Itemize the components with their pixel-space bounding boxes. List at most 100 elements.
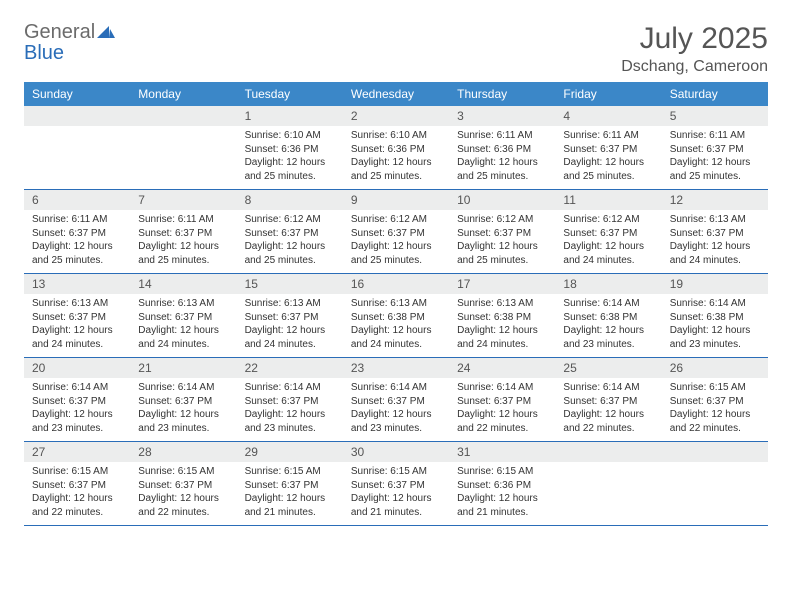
day-details: Sunrise: 6:14 AMSunset: 6:37 PMDaylight:… — [237, 378, 343, 441]
day-number: 4 — [555, 106, 661, 126]
weekday-header: Saturday — [662, 82, 768, 106]
day-details: Sunrise: 6:13 AMSunset: 6:37 PMDaylight:… — [24, 294, 130, 357]
header: General Blue July 2025 Dschang, Cameroon — [24, 22, 768, 76]
weekday-header: Monday — [130, 82, 236, 106]
day-details: Sunrise: 6:11 AMSunset: 6:37 PMDaylight:… — [555, 126, 661, 189]
day-details: Sunrise: 6:15 AMSunset: 6:37 PMDaylight:… — [237, 462, 343, 525]
day-number: 7 — [130, 190, 236, 210]
calendar-day-cell: 25Sunrise: 6:14 AMSunset: 6:37 PMDayligh… — [555, 358, 661, 442]
day-details: Sunrise: 6:13 AMSunset: 6:37 PMDaylight:… — [662, 210, 768, 273]
day-number: 31 — [449, 442, 555, 462]
calendar-day-cell — [24, 106, 130, 190]
calendar-day-cell: 12Sunrise: 6:13 AMSunset: 6:37 PMDayligh… — [662, 190, 768, 274]
day-number: 9 — [343, 190, 449, 210]
day-details: Sunrise: 6:10 AMSunset: 6:36 PMDaylight:… — [343, 126, 449, 189]
day-details: Sunrise: 6:15 AMSunset: 6:37 PMDaylight:… — [343, 462, 449, 525]
day-number: 27 — [24, 442, 130, 462]
calendar-week-row: 1Sunrise: 6:10 AMSunset: 6:36 PMDaylight… — [24, 106, 768, 190]
day-number: 11 — [555, 190, 661, 210]
day-details: Sunrise: 6:11 AMSunset: 6:37 PMDaylight:… — [130, 210, 236, 273]
day-number: 8 — [237, 190, 343, 210]
day-number: 1 — [237, 106, 343, 126]
calendar-week-row: 13Sunrise: 6:13 AMSunset: 6:37 PMDayligh… — [24, 274, 768, 358]
location-label: Dschang, Cameroon — [621, 58, 768, 76]
calendar-day-cell: 22Sunrise: 6:14 AMSunset: 6:37 PMDayligh… — [237, 358, 343, 442]
weekday-header: Friday — [555, 82, 661, 106]
calendar-day-cell: 6Sunrise: 6:11 AMSunset: 6:37 PMDaylight… — [24, 190, 130, 274]
day-details: Sunrise: 6:13 AMSunset: 6:38 PMDaylight:… — [449, 294, 555, 357]
day-details: Sunrise: 6:10 AMSunset: 6:36 PMDaylight:… — [237, 126, 343, 189]
day-details: Sunrise: 6:14 AMSunset: 6:37 PMDaylight:… — [24, 378, 130, 441]
day-number: 13 — [24, 274, 130, 294]
day-details: Sunrise: 6:15 AMSunset: 6:37 PMDaylight:… — [130, 462, 236, 525]
day-number: 5 — [662, 106, 768, 126]
day-number: 19 — [662, 274, 768, 294]
day-details: Sunrise: 6:12 AMSunset: 6:37 PMDaylight:… — [343, 210, 449, 273]
weekday-header: Wednesday — [343, 82, 449, 106]
calendar-day-cell: 18Sunrise: 6:14 AMSunset: 6:38 PMDayligh… — [555, 274, 661, 358]
day-number: 22 — [237, 358, 343, 378]
logo-text-general: General — [24, 21, 95, 43]
calendar-day-cell: 28Sunrise: 6:15 AMSunset: 6:37 PMDayligh… — [130, 442, 236, 526]
logo-text-blue: Blue — [24, 42, 64, 64]
calendar-day-cell: 21Sunrise: 6:14 AMSunset: 6:37 PMDayligh… — [130, 358, 236, 442]
day-number: 21 — [130, 358, 236, 378]
calendar-week-row: 6Sunrise: 6:11 AMSunset: 6:37 PMDaylight… — [24, 190, 768, 274]
calendar-day-cell: 15Sunrise: 6:13 AMSunset: 6:37 PMDayligh… — [237, 274, 343, 358]
day-details: Sunrise: 6:12 AMSunset: 6:37 PMDaylight:… — [237, 210, 343, 273]
day-number: 3 — [449, 106, 555, 126]
calendar-day-cell: 31Sunrise: 6:15 AMSunset: 6:36 PMDayligh… — [449, 442, 555, 526]
calendar-day-cell: 10Sunrise: 6:12 AMSunset: 6:37 PMDayligh… — [449, 190, 555, 274]
day-number: 29 — [237, 442, 343, 462]
calendar-day-cell: 14Sunrise: 6:13 AMSunset: 6:37 PMDayligh… — [130, 274, 236, 358]
day-details: Sunrise: 6:11 AMSunset: 6:36 PMDaylight:… — [449, 126, 555, 189]
calendar-day-cell: 19Sunrise: 6:14 AMSunset: 6:38 PMDayligh… — [662, 274, 768, 358]
title-block: July 2025 Dschang, Cameroon — [621, 22, 768, 76]
calendar-day-cell: 17Sunrise: 6:13 AMSunset: 6:38 PMDayligh… — [449, 274, 555, 358]
day-number: 23 — [343, 358, 449, 378]
day-details: Sunrise: 6:11 AMSunset: 6:37 PMDaylight:… — [24, 210, 130, 273]
calendar-day-cell: 2Sunrise: 6:10 AMSunset: 6:36 PMDaylight… — [343, 106, 449, 190]
day-details: Sunrise: 6:11 AMSunset: 6:37 PMDaylight:… — [662, 126, 768, 189]
calendar-day-cell: 27Sunrise: 6:15 AMSunset: 6:37 PMDayligh… — [24, 442, 130, 526]
weekday-header: Thursday — [449, 82, 555, 106]
calendar-day-cell: 16Sunrise: 6:13 AMSunset: 6:38 PMDayligh… — [343, 274, 449, 358]
logo-icon — [97, 21, 115, 43]
day-number: 17 — [449, 274, 555, 294]
day-details: Sunrise: 6:12 AMSunset: 6:37 PMDaylight:… — [449, 210, 555, 273]
day-details: Sunrise: 6:13 AMSunset: 6:37 PMDaylight:… — [237, 294, 343, 357]
day-number: 15 — [237, 274, 343, 294]
calendar-day-cell — [555, 442, 661, 526]
day-details: Sunrise: 6:14 AMSunset: 6:37 PMDaylight:… — [555, 378, 661, 441]
calendar-day-cell: 7Sunrise: 6:11 AMSunset: 6:37 PMDaylight… — [130, 190, 236, 274]
day-details: Sunrise: 6:15 AMSunset: 6:37 PMDaylight:… — [662, 378, 768, 441]
calendar-week-row: 20Sunrise: 6:14 AMSunset: 6:37 PMDayligh… — [24, 358, 768, 442]
calendar-day-cell: 29Sunrise: 6:15 AMSunset: 6:37 PMDayligh… — [237, 442, 343, 526]
day-details: Sunrise: 6:14 AMSunset: 6:37 PMDaylight:… — [343, 378, 449, 441]
day-number: 24 — [449, 358, 555, 378]
day-number: 30 — [343, 442, 449, 462]
day-details: Sunrise: 6:15 AMSunset: 6:36 PMDaylight:… — [449, 462, 555, 525]
day-details: Sunrise: 6:13 AMSunset: 6:38 PMDaylight:… — [343, 294, 449, 357]
calendar-body: 1Sunrise: 6:10 AMSunset: 6:36 PMDaylight… — [24, 106, 768, 526]
calendar-day-cell — [662, 442, 768, 526]
day-number: 26 — [662, 358, 768, 378]
day-details: Sunrise: 6:15 AMSunset: 6:37 PMDaylight:… — [24, 462, 130, 525]
day-number: 14 — [130, 274, 236, 294]
day-number: 25 — [555, 358, 661, 378]
day-number: 6 — [24, 190, 130, 210]
day-number: 18 — [555, 274, 661, 294]
day-number: 28 — [130, 442, 236, 462]
day-details: Sunrise: 6:14 AMSunset: 6:37 PMDaylight:… — [449, 378, 555, 441]
page-title: July 2025 — [621, 22, 768, 56]
weekday-header: Sunday — [24, 82, 130, 106]
calendar-day-cell: 20Sunrise: 6:14 AMSunset: 6:37 PMDayligh… — [24, 358, 130, 442]
calendar-day-cell: 23Sunrise: 6:14 AMSunset: 6:37 PMDayligh… — [343, 358, 449, 442]
day-details: Sunrise: 6:14 AMSunset: 6:37 PMDaylight:… — [130, 378, 236, 441]
day-details: Sunrise: 6:13 AMSunset: 6:37 PMDaylight:… — [130, 294, 236, 357]
calendar-day-cell: 13Sunrise: 6:13 AMSunset: 6:37 PMDayligh… — [24, 274, 130, 358]
calendar-week-row: 27Sunrise: 6:15 AMSunset: 6:37 PMDayligh… — [24, 442, 768, 526]
calendar-day-cell: 5Sunrise: 6:11 AMSunset: 6:37 PMDaylight… — [662, 106, 768, 190]
day-number: 16 — [343, 274, 449, 294]
calendar-day-cell — [130, 106, 236, 190]
